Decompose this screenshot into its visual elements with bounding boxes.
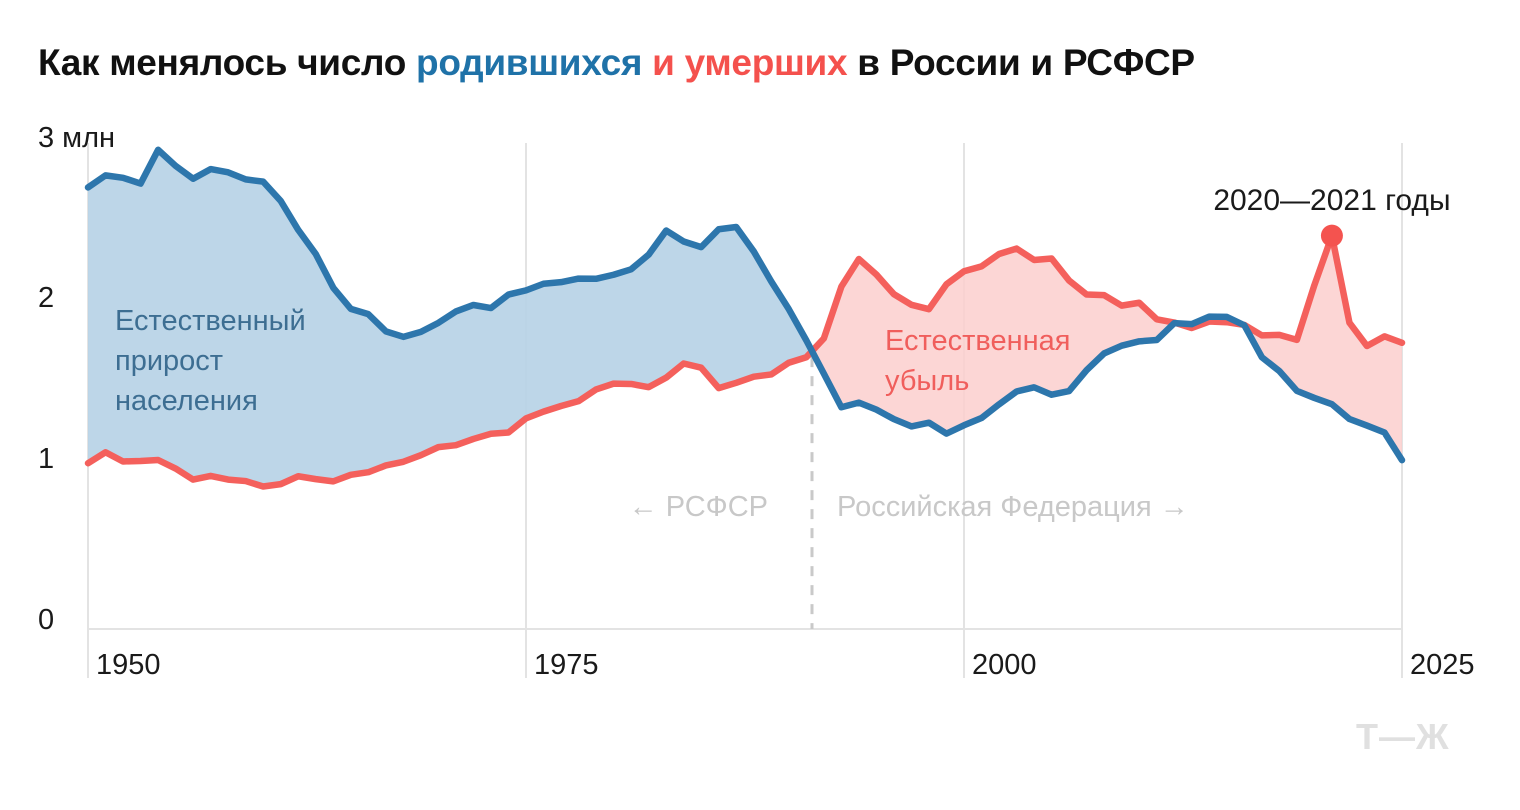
births-line bbox=[84, 146, 1406, 464]
peak-deaths-dot bbox=[1320, 224, 1343, 247]
natural-decline-area bbox=[1243, 235, 1402, 461]
